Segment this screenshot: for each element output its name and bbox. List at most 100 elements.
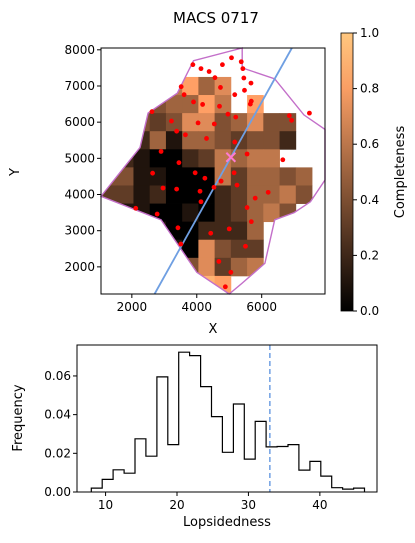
heatmap-cell: [279, 167, 297, 186]
histogram-outline: [90, 351, 366, 492]
heatmap-cell: [263, 131, 280, 150]
histogram-bin: [157, 377, 168, 492]
galaxy-point: [202, 175, 208, 181]
heatmap-cell: [198, 95, 216, 114]
heatmap-cell: [101, 149, 118, 168]
heatmap-cell: [165, 203, 183, 223]
galaxy-point: [174, 128, 180, 134]
heatmap-cell: [133, 149, 151, 168]
galaxy-point: [206, 69, 212, 74]
galaxy-point: [248, 219, 254, 225]
histogram-bin: [255, 421, 266, 492]
y-tick-label: 2000: [64, 260, 95, 274]
heatmap-cell: [165, 257, 183, 277]
galaxy-point: [200, 102, 206, 107]
heatmap-cell: [247, 239, 264, 259]
galaxy-point: [265, 189, 271, 195]
heatmap-cell: [295, 167, 313, 186]
galaxy-point: [234, 182, 240, 188]
galaxy-point: [307, 110, 312, 116]
histogram-bin: [91, 488, 102, 492]
heatmap-cell: [263, 113, 280, 132]
heatmap-cell: [230, 239, 248, 259]
heatmap-cell: [198, 167, 216, 186]
heatmap-cell: [117, 221, 134, 241]
heatmap-cell: [230, 185, 248, 204]
galaxy-point: [216, 259, 222, 264]
histogram-bin: [244, 459, 255, 492]
galaxy-point: [252, 195, 258, 201]
galaxy-point: [212, 75, 218, 81]
galaxy-point: [169, 118, 174, 124]
galaxy-points: [133, 55, 312, 290]
x-tick-label: 6000: [246, 300, 277, 314]
heatmap-cell: [149, 76, 167, 96]
heatmap-cell: [214, 239, 232, 259]
heatmap-cell: [165, 167, 183, 186]
heatmap-cell: [279, 113, 297, 132]
y-tick-label: 5000: [64, 151, 95, 165]
galaxy-point: [244, 205, 250, 210]
histogram-bin: [201, 387, 212, 492]
y-tick-label: 0.06: [44, 369, 71, 383]
galaxy-point: [286, 113, 292, 119]
heatmap-cell: [247, 221, 264, 241]
y-tick-label: 6000: [64, 115, 95, 129]
heatmap-cell: [101, 221, 118, 241]
heatmap-cell: [133, 76, 151, 96]
colorbar-label: Completeness: [393, 126, 408, 219]
histogram-bin: [135, 439, 146, 492]
galaxy-point: [280, 157, 286, 163]
galaxy-point: [225, 111, 231, 117]
galaxy-point: [238, 59, 244, 65]
galaxy-point: [233, 114, 239, 120]
y-tick-label: 7000: [64, 79, 95, 93]
colorbar-tick-label: 0.6: [360, 137, 379, 151]
center-mark-stroke: [225, 152, 237, 163]
galaxy-point: [218, 85, 223, 90]
galaxy-point: [178, 241, 184, 247]
galaxy-point: [242, 87, 247, 93]
heatmap-cell: [263, 203, 280, 223]
x-tick-label: 20: [169, 498, 184, 512]
heatmap-cell: [247, 149, 264, 168]
galaxy-point: [181, 92, 187, 98]
heatmap-cell: [247, 203, 264, 223]
galaxy-point: [149, 109, 155, 115]
heatmap-cell: [230, 167, 248, 186]
heatmap-cell: [247, 131, 264, 150]
histogram-bin: [168, 445, 179, 492]
galaxy-point: [176, 160, 182, 166]
galaxy-point: [197, 188, 203, 194]
heatmap-cell: [198, 221, 216, 241]
galaxy-point: [158, 149, 164, 154]
histogram-bin: [113, 470, 124, 492]
colorbar-tick-label: 0.4: [360, 193, 379, 207]
top-y-axis-label: Y: [8, 168, 23, 177]
heatmap-cell: [279, 131, 297, 150]
heatmap-cell: [133, 167, 151, 186]
x-tick-label: 10: [98, 498, 113, 512]
heatmap-cell: [165, 149, 183, 168]
histogram-bin: [222, 452, 233, 492]
galaxy-point: [222, 284, 228, 290]
histogram-bin: [321, 476, 332, 492]
galaxy-point: [191, 99, 196, 105]
histogram-bin: [266, 447, 277, 492]
galaxy-point: [217, 103, 222, 109]
heatmap-cell: [182, 185, 199, 204]
heatmap-cell: [230, 203, 248, 223]
histogram-bin: [354, 488, 365, 492]
galaxy-point: [226, 226, 232, 232]
colorbar-ticks: 0.0 0.2 0.4 0.6 0.8 1.0: [353, 26, 379, 318]
top-plot-frame: [100, 47, 326, 295]
top-x-axis-label: X: [209, 322, 218, 337]
heatmap-cell: [182, 167, 199, 186]
heatmap-cell: [214, 185, 232, 204]
galaxy-point: [231, 170, 237, 176]
histogram-bin: [277, 447, 288, 492]
histogram-bin: [124, 473, 135, 492]
galaxy-point: [192, 170, 198, 176]
heatmap-cell: [182, 113, 199, 132]
histogram-bin: [233, 404, 244, 492]
